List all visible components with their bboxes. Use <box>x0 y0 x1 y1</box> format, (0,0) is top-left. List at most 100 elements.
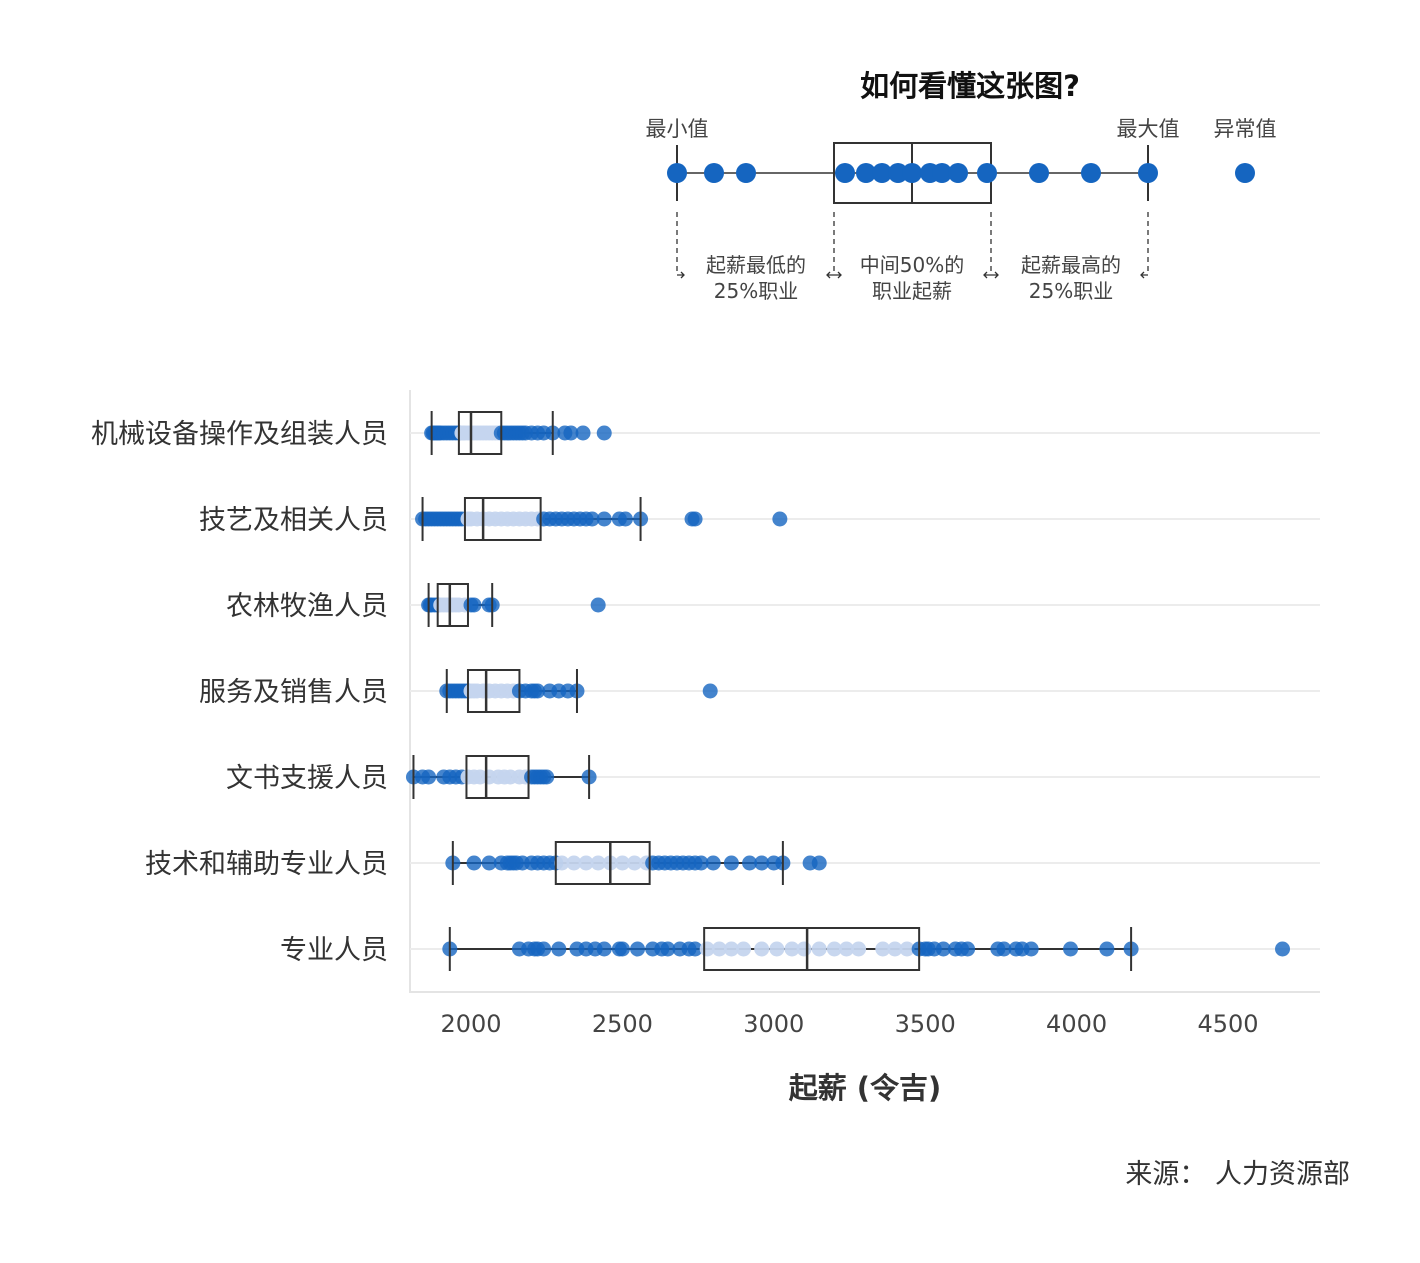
x-tick-label: 4500 <box>1197 1010 1258 1038</box>
data-point <box>1023 941 1039 957</box>
data-point <box>742 855 758 871</box>
iqr-box <box>436 583 469 627</box>
category-label: 技术和辅助专业人员 <box>145 849 388 880</box>
data-point <box>536 941 552 957</box>
category-label: 文书支援人员 <box>226 763 388 794</box>
legend-dot <box>667 163 687 183</box>
source-note: 来源： 人力资源部 <box>1125 1159 1350 1190</box>
data-point <box>769 941 785 957</box>
category-label: 专业人员 <box>280 935 388 966</box>
legend-dot <box>835 163 855 183</box>
data-point <box>530 683 546 699</box>
data-point <box>702 683 718 699</box>
x-tick-label: 3000 <box>743 1010 804 1038</box>
x-tick-labels: 2000 2500 3000 3500 4000 4500 <box>440 1010 1258 1038</box>
data-point <box>784 941 800 957</box>
box-row: 技术和辅助专业人员 <box>145 841 1320 885</box>
legend-dot <box>977 163 997 183</box>
data-point <box>899 941 915 957</box>
iqr-box <box>554 841 651 885</box>
category-label: 服务及销售人员 <box>199 677 388 708</box>
data-point <box>723 941 739 957</box>
data-point <box>796 941 812 957</box>
iqr-box <box>457 411 503 455</box>
legend-min-label: 最小值 <box>646 117 709 141</box>
data-point <box>660 941 676 957</box>
data-point <box>596 511 612 527</box>
data-point <box>551 941 567 957</box>
data-point <box>960 941 976 957</box>
data-point <box>705 855 721 871</box>
data-point <box>539 769 555 785</box>
data-point <box>693 855 709 871</box>
iqr-box <box>463 497 542 541</box>
data-point <box>687 511 703 527</box>
legend-dot <box>872 163 892 183</box>
data-point <box>614 855 630 871</box>
data-point <box>630 941 646 957</box>
data-point <box>811 941 827 957</box>
legend-mid-line2: 职业起薪 <box>872 279 952 303</box>
legend-mid-line1: 中间50%的 <box>860 253 964 277</box>
box-row: 技艺及相关人员 <box>199 497 1320 541</box>
x-axis-label: 起薪 (令吉) <box>789 1071 942 1105</box>
data-point <box>627 855 643 871</box>
legend-dot <box>736 163 756 183</box>
data-point <box>563 425 579 441</box>
data-point <box>838 941 854 957</box>
data-point <box>887 941 903 957</box>
data-point <box>935 941 951 957</box>
legend-low-line1: 起薪最低的 <box>706 253 806 277</box>
data-point <box>811 855 827 871</box>
data-point <box>566 855 582 871</box>
data-point <box>617 511 633 527</box>
data-point <box>466 597 482 613</box>
legend-arrow-4 <box>1140 271 1148 279</box>
data-point <box>687 941 703 957</box>
plot-area: 机械设备操作及组装人员技艺及相关人员农林牧渔人员服务及销售人员文书支援人员技术和… <box>91 411 1320 971</box>
legend-dots <box>667 163 1255 183</box>
box-row: 服务及销售人员 <box>199 669 1320 713</box>
data-point <box>614 941 630 957</box>
legend-dot <box>948 163 968 183</box>
x-tick-label: 3500 <box>895 1010 956 1038</box>
legend-dot <box>1029 163 1049 183</box>
data-point <box>578 855 594 871</box>
box-row: 机械设备操作及组装人员 <box>91 411 1320 455</box>
data-point <box>826 941 842 957</box>
legend-outlier-label: 异常值 <box>1214 117 1277 141</box>
category-label: 农林牧渔人员 <box>226 591 388 622</box>
data-point <box>590 597 606 613</box>
box-row: 文书支援人员 <box>226 755 1320 799</box>
legend-dot <box>902 163 922 183</box>
box-row: 农林牧渔人员 <box>226 583 1320 627</box>
legend-arrow-3 <box>983 271 999 279</box>
legend-max-label: 最大值 <box>1117 117 1180 141</box>
data-point <box>1099 941 1115 957</box>
data-point <box>851 941 867 957</box>
data-point <box>584 511 600 527</box>
data-point <box>754 941 770 957</box>
data-point <box>481 855 497 871</box>
legend-arrow-2 <box>826 271 842 279</box>
category-label: 技艺及相关人员 <box>199 505 388 536</box>
data-point <box>754 855 770 871</box>
legend-dot <box>1081 163 1101 183</box>
data-point <box>723 855 739 871</box>
legend-dot <box>856 163 876 183</box>
legend-dot <box>888 163 908 183</box>
x-tick-label: 2500 <box>592 1010 653 1038</box>
legend-dot <box>932 163 952 183</box>
data-point <box>554 855 570 871</box>
x-tick-label: 2000 <box>440 1010 501 1038</box>
data-point <box>711 941 727 957</box>
x-tick-label: 4000 <box>1046 1010 1107 1038</box>
legend-dot <box>1138 163 1158 183</box>
data-point <box>466 855 482 871</box>
legend-dot <box>1235 163 1255 183</box>
data-point <box>596 425 612 441</box>
data-point <box>590 855 606 871</box>
data-point <box>1063 941 1079 957</box>
